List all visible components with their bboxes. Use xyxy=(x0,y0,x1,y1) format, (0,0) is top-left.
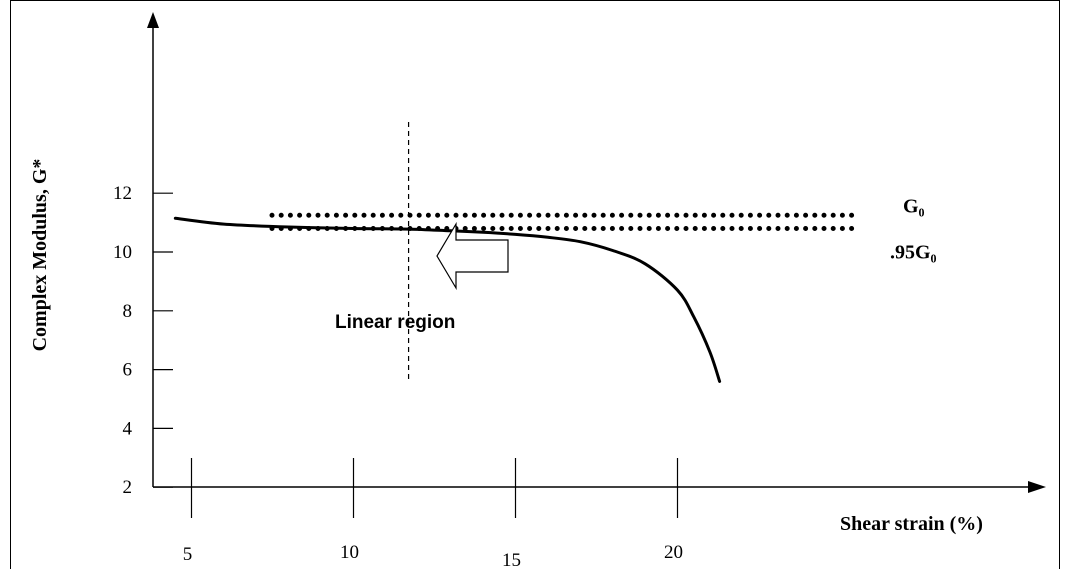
modulus-curve xyxy=(173,216,722,383)
y-tick-label-3: 8 xyxy=(123,301,133,322)
x-axis-label: Shear strain (%) xyxy=(840,513,983,535)
linear-region-label: Linear region xyxy=(335,312,455,333)
reference-label-1: .95G₀ xyxy=(890,241,937,263)
y-axis-ticks: 2 4 6 8 10 12 xyxy=(113,183,173,498)
x-axis-arrowhead xyxy=(1028,481,1046,493)
x-tick-label-3: 20 xyxy=(664,542,683,563)
x-tick-label-0: 5 xyxy=(183,544,193,565)
reference-lines: G₀ .95G₀ xyxy=(269,195,937,263)
y-tick-label-1: 4 xyxy=(123,418,133,439)
reference-label-0: G₀ xyxy=(903,195,925,217)
x-axis-ticks: 5 10 15 20 xyxy=(183,458,683,570)
chart-frame xyxy=(10,0,1060,569)
x-tick-label-2: 15 xyxy=(502,550,521,570)
y-tick-label-4: 10 xyxy=(113,242,132,263)
y-tick-label-5: 12 xyxy=(113,183,132,204)
linear-region-arrow xyxy=(436,221,509,291)
y-tick-label-0: 2 xyxy=(123,477,133,498)
y-axis-arrowhead xyxy=(147,12,159,28)
y-axis-label: Complex Modulus, G* xyxy=(29,159,51,352)
y-tick-label-2: 6 xyxy=(123,360,133,381)
x-tick-label-1: 10 xyxy=(340,542,359,563)
